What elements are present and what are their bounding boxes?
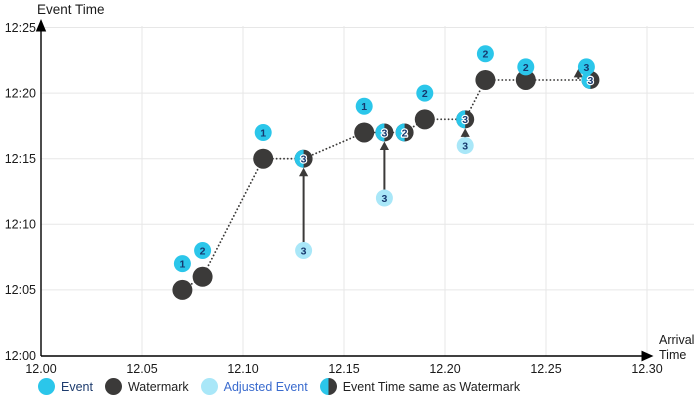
marker-digit-label: 3 — [462, 114, 468, 126]
watermark-point — [414, 109, 435, 130]
legend-item-watermark: Watermark — [104, 378, 189, 395]
marker-digit-label: 2 — [402, 127, 408, 139]
event-point: 1 — [355, 97, 373, 115]
watermark-line — [181, 79, 592, 291]
event-marker-swatch — [38, 378, 55, 395]
legend-item-same-as-watermark: Event Time same as Watermark — [319, 378, 521, 395]
tick-labels: 12:00 12:05 12:10 12:15 12:20 12:25 12.00 12.05… — [5, 21, 663, 376]
y-tick-label: 12:00 — [5, 349, 36, 363]
adjustment-arrow-head-icon — [379, 141, 389, 150]
marker-digit-label: 3 — [381, 193, 387, 205]
y-tick-label: 12:10 — [5, 218, 36, 232]
chart-legend: Event Watermark Adjusted Event Event Tim… — [38, 378, 520, 395]
watermark-point — [172, 279, 193, 300]
y-tick-label: 12:15 — [5, 152, 36, 166]
marker-digit-label: 2 — [422, 88, 428, 100]
legend-label-event: Event — [61, 379, 93, 394]
event-point: 2 — [416, 84, 434, 102]
marker-digit-label: 3 — [588, 75, 594, 87]
y-tick-label: 12:25 — [5, 21, 36, 35]
event-point: 1 — [173, 255, 191, 273]
adjustment-arrow-head-icon — [573, 68, 583, 78]
legend-label-same-as-watermark: Event Time same as Watermark — [342, 379, 521, 394]
marker-digit-label: 1 — [179, 259, 185, 271]
y-tick-label: 12:05 — [5, 283, 36, 297]
marker-digit-label: 2 — [482, 49, 488, 61]
y-axis-title: Event Time — [37, 2, 105, 17]
x-tick-label: 12.10 — [227, 362, 258, 376]
legend-label-adjusted-event: Adjusted Event — [223, 379, 308, 394]
x-tick-label: 12.30 — [631, 362, 662, 376]
legend-item-adjusted-event: Adjusted Event — [200, 378, 308, 395]
same-as-watermark-point: 3 — [456, 110, 475, 129]
watermark-points — [172, 69, 536, 300]
x-axis-title: Arrival Time — [659, 333, 695, 362]
watermark-point — [475, 69, 496, 90]
event-point: 2 — [517, 58, 535, 76]
watermark-point — [515, 69, 536, 90]
same-as-watermark-point: 3 — [375, 123, 394, 142]
watermark-point — [192, 266, 213, 287]
same-as-watermark-marker-swatch — [319, 378, 337, 395]
event-point: 3 — [577, 58, 595, 76]
legend-label-watermark: Watermark — [127, 379, 189, 394]
x-tick-label: 12.15 — [328, 362, 359, 376]
adjustment-arrow-head-icon — [460, 128, 470, 137]
marker-digit-label: 3 — [583, 62, 589, 74]
marker-digit-label: 3 — [462, 140, 468, 152]
x-tick-label: 12.05 — [126, 362, 157, 376]
same-as-watermark-point: 3 — [581, 70, 600, 89]
event-point: 2 — [476, 45, 494, 63]
adjusted-event-point: 3 — [456, 137, 474, 155]
watermark-point — [253, 148, 274, 169]
marker-digit-label: 1 — [361, 101, 367, 113]
marker-digit-label: 3 — [301, 154, 307, 166]
adjustment-arrow-head-icon — [299, 167, 309, 177]
x-tick-label: 12.00 — [25, 362, 56, 376]
x-tick-label: 12.25 — [530, 362, 561, 376]
adjusted-event-point: 3 — [375, 189, 393, 207]
gridlines — [41, 26, 694, 356]
marker-digit-label: 2 — [200, 245, 206, 257]
y-axis-arrow-icon — [35, 19, 47, 32]
marker-digit-label: 3 — [301, 245, 307, 257]
event-points: 1 2 1 1 2 2 2 3 — [173, 45, 595, 273]
x-axis-arrow-icon — [641, 350, 654, 362]
same-as-watermark-point: 2 — [395, 123, 414, 142]
event-point: 1 — [254, 123, 272, 141]
marker-digit-label: 2 — [523, 62, 529, 74]
same-as-watermark-point: 3 — [294, 149, 313, 168]
axes — [35, 19, 654, 362]
marker-digit-label: 1 — [260, 127, 266, 139]
marker-digit-label: 3 — [381, 127, 387, 139]
watermark-point — [354, 122, 375, 143]
x-tick-label: 12.20 — [429, 362, 460, 376]
adjustment-arrows — [299, 68, 583, 243]
same-as-watermark-points: 3 3 2 3 3 — [294, 70, 600, 168]
adjusted-event-point: 3 — [295, 242, 313, 260]
adjusted-event-marker-swatch — [200, 378, 218, 395]
y-tick-label: 12:20 — [5, 86, 36, 100]
watermark-marker-swatch — [104, 378, 122, 395]
adjusted-event-points: 3 3 3 — [295, 137, 474, 260]
legend-item-event: Event — [38, 378, 93, 395]
event-point: 2 — [194, 242, 212, 260]
